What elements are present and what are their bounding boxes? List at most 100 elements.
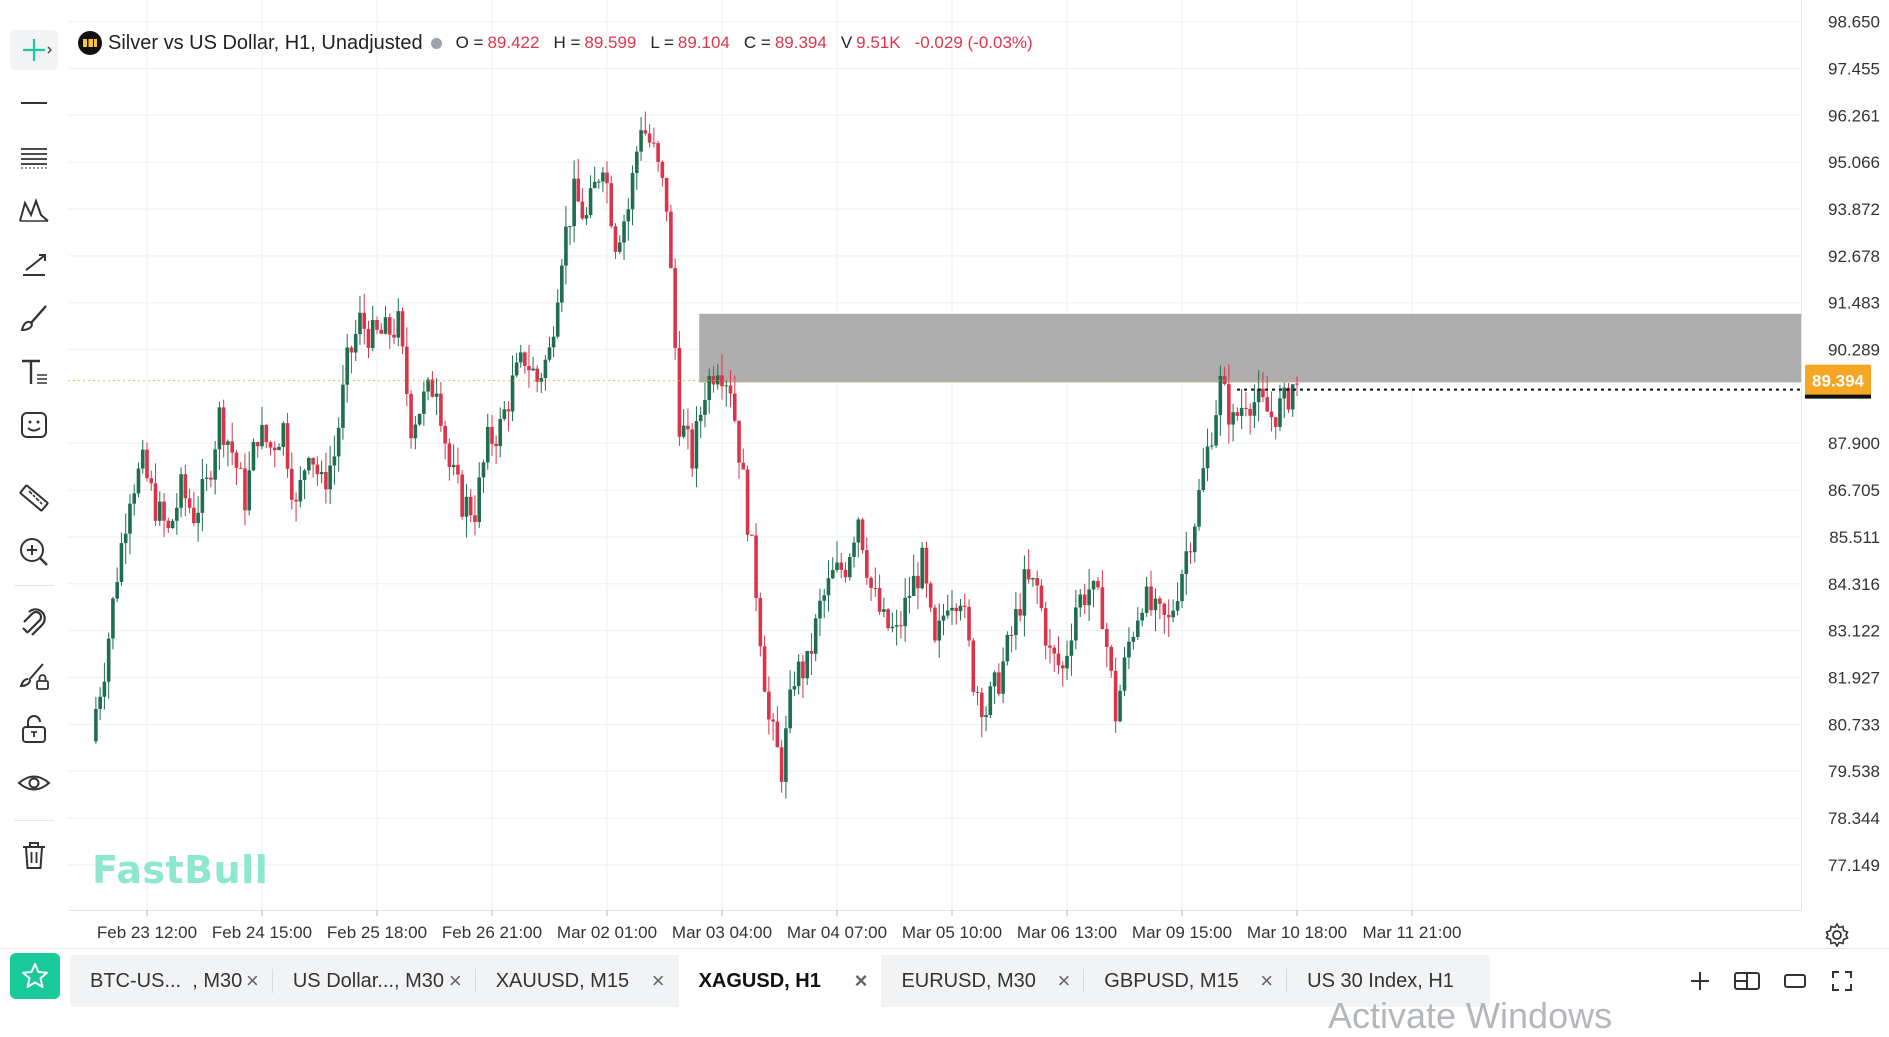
- settings-gear-icon[interactable]: [1822, 920, 1852, 950]
- zoom-in-icon[interactable]: [10, 532, 58, 572]
- magnet-icon[interactable]: [10, 603, 58, 643]
- candle-body: [456, 464, 460, 475]
- candle-body: [788, 689, 792, 729]
- silver-symbol-icon: [78, 31, 102, 55]
- candle-body: [933, 607, 937, 641]
- candle-body: [451, 464, 456, 468]
- tab-label: XAGUSD, H1: [698, 969, 821, 992]
- candle-body: [413, 424, 418, 439]
- candle-body: [801, 661, 805, 679]
- candle-body: [830, 570, 835, 579]
- candle-body: [336, 427, 341, 457]
- candle-body: [162, 501, 166, 521]
- close-tab-icon[interactable]: ×: [1057, 968, 1071, 993]
- tab-6[interactable]: US 30 Index, H1: [1287, 955, 1490, 1007]
- candle-body: [1069, 640, 1074, 656]
- unlock-icon[interactable]: [10, 709, 58, 749]
- candle-body: [635, 151, 639, 174]
- brush-icon[interactable]: [10, 298, 58, 338]
- chart-canvas[interactable]: 98.650 97.455 96.261 95.066 93.872 92.678 91.4…: [68, 0, 1889, 948]
- eye-icon[interactable]: [10, 763, 58, 803]
- tab-3[interactable]: XAGUSD, H1 ×: [678, 955, 882, 1007]
- candle-body: [1144, 586, 1149, 613]
- candle-body: [1118, 690, 1122, 722]
- candle-body: [149, 478, 154, 484]
- crosshair-icon[interactable]: [10, 30, 58, 70]
- layout-icon[interactable]: [1729, 963, 1765, 999]
- candle-body: [962, 605, 967, 607]
- close-tab-icon[interactable]: ×: [448, 968, 462, 993]
- candle-body: [1222, 376, 1227, 385]
- candle-body: [539, 378, 544, 382]
- symbol-title[interactable]: Silver vs US Dollar, H1, Unadjusted: [108, 31, 423, 54]
- candle-body: [490, 426, 494, 444]
- candle-body: [856, 519, 861, 543]
- candle-body: [847, 556, 852, 578]
- candle-body: [439, 393, 443, 426]
- fib-retracement-icon[interactable]: [10, 137, 58, 177]
- emoji-icon[interactable]: [10, 405, 58, 445]
- candle-body: [877, 588, 882, 612]
- candle-body: [1201, 468, 1206, 491]
- price-tick-label: 98.650: [1828, 13, 1880, 32]
- pattern-icon[interactable]: [10, 190, 58, 230]
- candle-body: [873, 587, 878, 589]
- tab-0[interactable]: BTC-US... , M30 ×: [70, 955, 273, 1007]
- candle-body: [243, 468, 247, 511]
- ruler-icon[interactable]: [10, 478, 58, 518]
- candle-body: [430, 379, 435, 397]
- candle-body: [560, 265, 564, 303]
- tab-4[interactable]: EURUSD, M30 ×: [881, 955, 1085, 1007]
- candle-body: [272, 447, 277, 451]
- candle-body: [564, 226, 568, 266]
- horizontal-line-icon[interactable]: [10, 83, 58, 123]
- candle-body: [605, 172, 609, 184]
- market-status-dot: [430, 37, 442, 49]
- trend-tool-icon[interactable]: [10, 244, 58, 284]
- text-icon[interactable]: [10, 352, 58, 392]
- tab-1[interactable]: US Dollar..., M30 ×: [273, 955, 476, 1007]
- activate-windows-overlay: Activate Windows: [1328, 995, 1613, 1036]
- lock-drawing-icon[interactable]: [10, 655, 58, 695]
- time-tick-label: Mar 05 10:00: [902, 923, 1002, 942]
- price-tick-label: 91.483: [1828, 294, 1880, 313]
- candle-body: [1105, 629, 1109, 647]
- candle-body: [311, 457, 315, 465]
- candle-body: [302, 470, 307, 481]
- candle-body: [379, 329, 384, 334]
- candle-body: [434, 393, 439, 397]
- candle-body: [750, 534, 754, 536]
- close-tab-icon[interactable]: ×: [1260, 968, 1274, 993]
- candle-body: [630, 173, 635, 210]
- price-tick-label: 85.511: [1829, 528, 1880, 547]
- add-tab-icon[interactable]: [1682, 963, 1718, 999]
- price-chart[interactable]: 98.650 97.455 96.261 95.066 93.872 92.678 91.4…: [68, 0, 1889, 948]
- close-tab-icon[interactable]: ×: [246, 968, 259, 993]
- candle-body: [894, 625, 899, 627]
- candle-body: [928, 583, 933, 608]
- tab-2[interactable]: XAUUSD, M15 ×: [476, 955, 679, 1007]
- fullscreen-icon[interactable]: [1824, 963, 1860, 999]
- trash-icon[interactable]: [10, 835, 58, 875]
- candle-body: [622, 221, 626, 243]
- candle-body: [345, 347, 349, 385]
- candle-body: [890, 626, 895, 629]
- favorites-button[interactable]: [10, 953, 60, 999]
- candle-body: [690, 429, 694, 469]
- price-tick-label: 97.455: [1828, 59, 1880, 78]
- time-tick-label: Mar 09 15:00: [1132, 923, 1232, 942]
- candle-body: [1227, 384, 1231, 425]
- candle-body: [527, 365, 531, 371]
- tab-5[interactable]: GBPUSD, M15 ×: [1084, 955, 1288, 1007]
- candle-body: [686, 425, 690, 430]
- window-icon[interactable]: [1777, 963, 1813, 999]
- candle-body: [613, 226, 618, 252]
- candle-body: [145, 449, 149, 479]
- candle-body: [1018, 609, 1022, 616]
- close-tab-icon[interactable]: ×: [854, 968, 868, 993]
- candle-body: [324, 472, 328, 490]
- candle-body: [238, 467, 243, 469]
- candle-body: [852, 542, 856, 557]
- candle-body: [396, 311, 401, 338]
- close-tab-icon[interactable]: ×: [651, 968, 665, 993]
